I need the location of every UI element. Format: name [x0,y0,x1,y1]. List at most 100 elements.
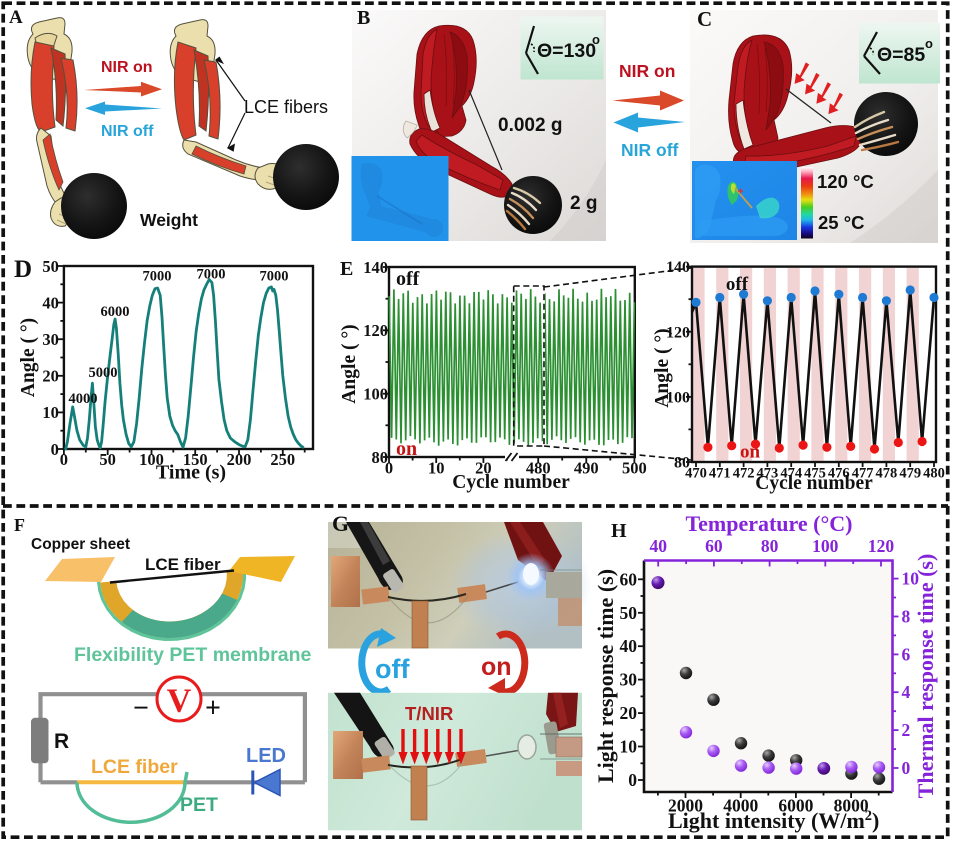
svg-text:0: 0 [60,450,68,469]
svg-text:476: 476 [828,465,850,481]
svg-text:on: on [481,653,512,681]
svg-text:4000: 4000 [69,391,98,407]
svg-text:Light intensity (W/m2): Light intensity (W/m2) [668,808,879,833]
svg-text:off: off [726,274,749,295]
svg-text:150: 150 [183,450,208,469]
svg-text:30: 30 [42,330,59,349]
svg-text:on: on [396,438,417,460]
svg-text:Weight: Weight [140,210,198,230]
svg-text:NIR off: NIR off [101,123,154,140]
svg-text:−: − [133,693,149,724]
svg-text:on: on [740,442,761,463]
svg-text:Angle ( °): Angle ( °) [652,328,673,407]
svg-text:Time (s): Time (s) [156,462,226,484]
svg-text:2: 2 [902,720,911,740]
svg-text:8: 8 [902,606,911,626]
svg-text:4000: 4000 [723,796,758,816]
svg-text:100: 100 [139,450,164,469]
svg-text:80: 80 [372,448,389,467]
svg-text:5000: 5000 [89,365,118,381]
svg-text:100: 100 [666,389,690,406]
svg-text:Flexibility PET membrane: Flexibility PET membrane [74,644,311,666]
svg-text:50: 50 [99,450,116,469]
svg-text:10: 10 [428,458,445,477]
svg-text:10: 10 [42,403,59,422]
svg-text:472: 472 [733,465,755,481]
svg-text:F: F [14,515,25,535]
svg-text:7000: 7000 [197,267,226,283]
svg-text:off: off [375,654,410,684]
svg-text:50: 50 [620,603,638,623]
svg-text:2 g: 2 g [570,193,597,214]
svg-text:480: 480 [526,458,551,477]
svg-text:6000: 6000 [778,796,813,816]
svg-text:10: 10 [902,569,920,589]
svg-text:Temperature (°C): Temperature (°C) [685,511,852,536]
svg-text:60: 60 [620,569,638,589]
svg-text:4: 4 [902,682,911,702]
svg-text:Thermal response time (s): Thermal response time (s) [913,554,938,799]
svg-text:140: 140 [666,259,690,276]
svg-text:LCE fibers: LCE fibers [244,97,328,117]
svg-text:Cycle number: Cycle number [755,473,873,494]
svg-text:120: 120 [868,536,895,556]
svg-text:80: 80 [761,536,779,556]
svg-text:490: 490 [574,458,599,477]
svg-text:140: 140 [363,258,388,277]
svg-text:Angle ( °): Angle ( °) [18,318,39,397]
svg-text:471: 471 [709,465,731,481]
svg-text:Θ=85: Θ=85 [877,44,925,66]
svg-text:120 °C: 120 °C [817,171,874,192]
svg-text:0: 0 [628,770,637,790]
svg-text:D: D [14,256,32,283]
svg-text:478: 478 [876,465,898,481]
svg-text:120: 120 [363,321,388,340]
svg-text:o: o [592,32,600,47]
svg-text:C: C [697,7,712,31]
svg-text:40: 40 [649,536,667,556]
svg-text:PET: PET [180,794,218,816]
svg-text:6000: 6000 [101,304,130,320]
svg-text:473: 473 [757,465,779,481]
svg-text:40: 40 [42,293,59,312]
svg-text:NIR off: NIR off [621,140,679,160]
svg-text:477: 477 [852,465,874,481]
svg-text:Light response time (s): Light response time (s) [593,569,618,783]
svg-text:G: G [332,511,349,536]
svg-text:0: 0 [51,440,59,459]
svg-text:A: A [9,7,23,28]
svg-text:Cycle number: Cycle number [452,472,570,493]
svg-text:Θ=130: Θ=130 [537,40,596,62]
svg-text:100: 100 [812,536,839,556]
svg-text:2000: 2000 [668,796,703,816]
svg-text:25 °C: 25 °C [818,212,864,233]
svg-text:10: 10 [620,737,638,757]
svg-text:20: 20 [620,703,638,723]
svg-text:80: 80 [674,455,690,472]
svg-text:o: o [925,36,933,51]
svg-text:+: + [205,693,221,724]
svg-text:8000: 8000 [834,796,869,816]
svg-text:H: H [611,520,627,542]
svg-text:7000: 7000 [260,269,289,285]
svg-text:479: 479 [899,465,921,481]
svg-text:6: 6 [902,644,911,664]
svg-text:Copper sheet: Copper sheet [31,536,130,553]
svg-text:50: 50 [42,257,59,276]
svg-text:Angle ( °): Angle ( °) [339,324,360,403]
svg-text:V: V [167,683,192,720]
svg-text:0: 0 [385,458,393,477]
svg-text:20: 20 [475,458,492,477]
svg-text:R: R [54,730,69,753]
svg-text:500: 500 [622,458,647,477]
svg-text:250: 250 [270,450,295,469]
svg-text:E: E [340,258,353,280]
svg-text:60: 60 [705,536,723,556]
svg-text:100: 100 [363,384,388,403]
svg-text:NIR on: NIR on [101,59,153,76]
svg-text:NIR on: NIR on [619,61,675,81]
svg-text:470: 470 [685,465,707,481]
svg-text:LCE fiber: LCE fiber [91,756,178,778]
svg-text:475: 475 [804,465,826,481]
svg-text:off: off [396,268,420,290]
